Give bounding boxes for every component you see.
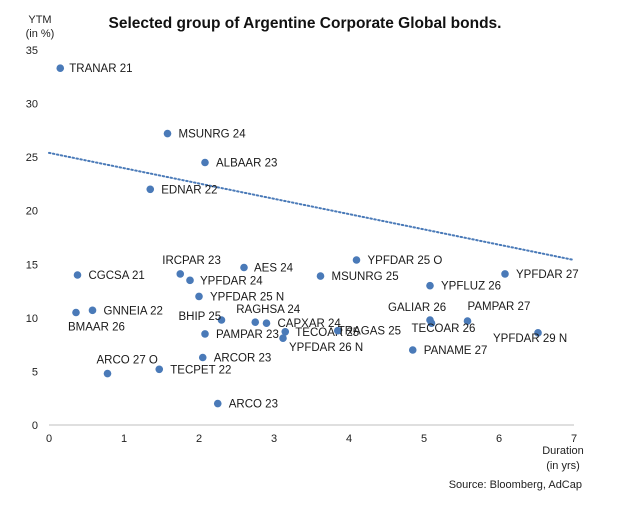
data-point-label: PAMPAR 27	[468, 301, 531, 313]
data-point-marker	[146, 185, 155, 194]
x-tick-label: 6	[496, 433, 502, 445]
data-point-marker	[316, 272, 325, 280]
data-point-label: TECOAR 26	[412, 323, 476, 335]
x-tick-label: 5	[421, 433, 427, 445]
data-point-label: TECOAR 25	[295, 327, 359, 339]
data-point-marker	[201, 158, 209, 167]
data-point-marker	[176, 270, 185, 278]
data-point-marker	[213, 399, 222, 408]
y-tick-label: 35	[26, 45, 38, 57]
data-point-marker	[262, 319, 271, 328]
data-point-marker	[279, 334, 287, 343]
data-point-label: YPFDAR 25 N	[210, 291, 284, 303]
data-point-label: GALIAR 26	[388, 302, 446, 314]
y-tick-label: 15	[26, 259, 38, 271]
data-point-marker	[186, 276, 194, 285]
data-point-label: RAGHSA 24	[236, 304, 301, 316]
data-point-marker	[333, 326, 342, 335]
data-point-label: EDNAR 22	[161, 184, 217, 196]
x-axis-title-line1: Duration	[542, 445, 584, 457]
data-point-marker	[251, 318, 260, 326]
x-tick-label: 4	[346, 433, 352, 445]
data-point-marker	[463, 317, 472, 325]
data-point-marker	[195, 292, 203, 301]
data-point-marker	[217, 316, 226, 324]
y-tick-label: 5	[32, 366, 38, 378]
axis-ticks: 0 5 10 15 20 25 30 35 0 1 2 3 4 5 6 7	[26, 45, 577, 445]
data-point-marker	[501, 270, 509, 278]
data-point-label: PAMPAR 23	[216, 329, 279, 341]
data-point-label: YPFLUZ 26	[441, 281, 501, 293]
data-point-label: ARCO 23	[229, 399, 278, 411]
data-point-marker	[198, 353, 207, 362]
y-tick-label: 20	[26, 206, 38, 218]
data-point-marker	[352, 256, 361, 264]
data-point-marker	[408, 346, 417, 354]
data-point-marker	[427, 319, 436, 328]
data-point-marker	[72, 308, 80, 317]
data-point-label: YPFDAR 27	[516, 269, 579, 281]
data-point-marker	[103, 369, 112, 378]
data-point-label: AES 24	[254, 263, 294, 275]
y-axis-title-line2: (in %)	[26, 28, 55, 40]
data-point-label: TRAGAS 25	[338, 326, 401, 338]
data-point-label: YPFDAR 29 N	[493, 333, 567, 345]
data-point-marker	[534, 329, 542, 337]
data-point-label: MSUNRG 24	[179, 129, 247, 141]
data-point-marker	[281, 327, 290, 336]
x-tick-label: 1	[121, 433, 127, 445]
data-point-marker	[426, 281, 434, 290]
data-points: TRANAR 21 MSUNRG 24 ALBAAR 23 EDNAR 22 YPFDA…	[56, 63, 579, 411]
data-point-label: ARCOR 23	[214, 353, 272, 365]
data-point-label: IRCPAR 23	[162, 255, 221, 267]
data-point-marker	[155, 365, 164, 374]
trendline	[48, 151, 575, 261]
chart-title: Selected group of Argentine Corporate Gl…	[109, 15, 502, 32]
x-tick-label: 7	[571, 433, 577, 445]
data-point-marker	[240, 263, 248, 272]
x-tick-label: 0	[46, 433, 52, 445]
data-point-label: BHIP 25	[179, 311, 222, 323]
data-point-label: PANAME 27	[424, 345, 488, 357]
data-point-marker	[73, 271, 82, 279]
x-tick-label: 3	[271, 433, 277, 445]
y-tick-label: 0	[32, 420, 38, 432]
data-point-marker	[163, 129, 172, 138]
data-point-label: ARCO 27 O	[97, 355, 158, 367]
data-point-label: TECPET 22	[170, 364, 231, 376]
data-point-label: TRANAR 21	[69, 63, 132, 75]
data-point-label: CGCSA 21	[89, 270, 145, 282]
data-point-label: CAPXAR 24	[278, 318, 342, 330]
data-point-label: GNNEIA 22	[104, 305, 163, 317]
y-tick-label: 25	[26, 152, 38, 164]
data-point-marker	[201, 330, 209, 338]
data-point-marker	[56, 64, 65, 73]
y-axis-title-line1: YTM	[28, 14, 51, 26]
data-point-label: YPFDAR 26 N	[289, 342, 363, 354]
y-tick-label: 30	[26, 99, 38, 111]
data-point-label: BMAAR 26	[68, 322, 125, 334]
data-point-label: MSUNRG 25	[332, 271, 399, 283]
data-point-label: ALBAAR 23	[216, 158, 277, 170]
x-axis-title-line2: (in yrs)	[546, 460, 580, 472]
y-tick-label: 10	[26, 313, 38, 325]
x-tick-label: 2	[196, 433, 202, 445]
data-point-marker	[88, 306, 97, 315]
data-point-label: YPFDAR 25 O	[368, 255, 443, 267]
source-note: Source: Bloomberg, AdCap	[449, 479, 582, 491]
data-point-label: YPFDAR 24	[200, 275, 263, 287]
